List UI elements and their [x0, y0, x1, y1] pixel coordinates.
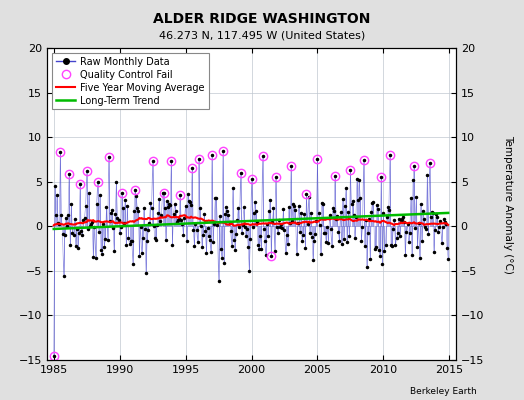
Text: 46.273 N, 117.495 W (United States): 46.273 N, 117.495 W (United States)	[159, 30, 365, 40]
Legend: Raw Monthly Data, Quality Control Fail, Five Year Moving Average, Long-Term Tren: Raw Monthly Data, Quality Control Fail, …	[52, 53, 209, 109]
Text: ALDER RIDGE WASHINGTON: ALDER RIDGE WASHINGTON	[154, 12, 370, 26]
Text: Berkeley Earth: Berkeley Earth	[410, 387, 477, 396]
Y-axis label: Temperature Anomaly (°C): Temperature Anomaly (°C)	[504, 134, 514, 274]
